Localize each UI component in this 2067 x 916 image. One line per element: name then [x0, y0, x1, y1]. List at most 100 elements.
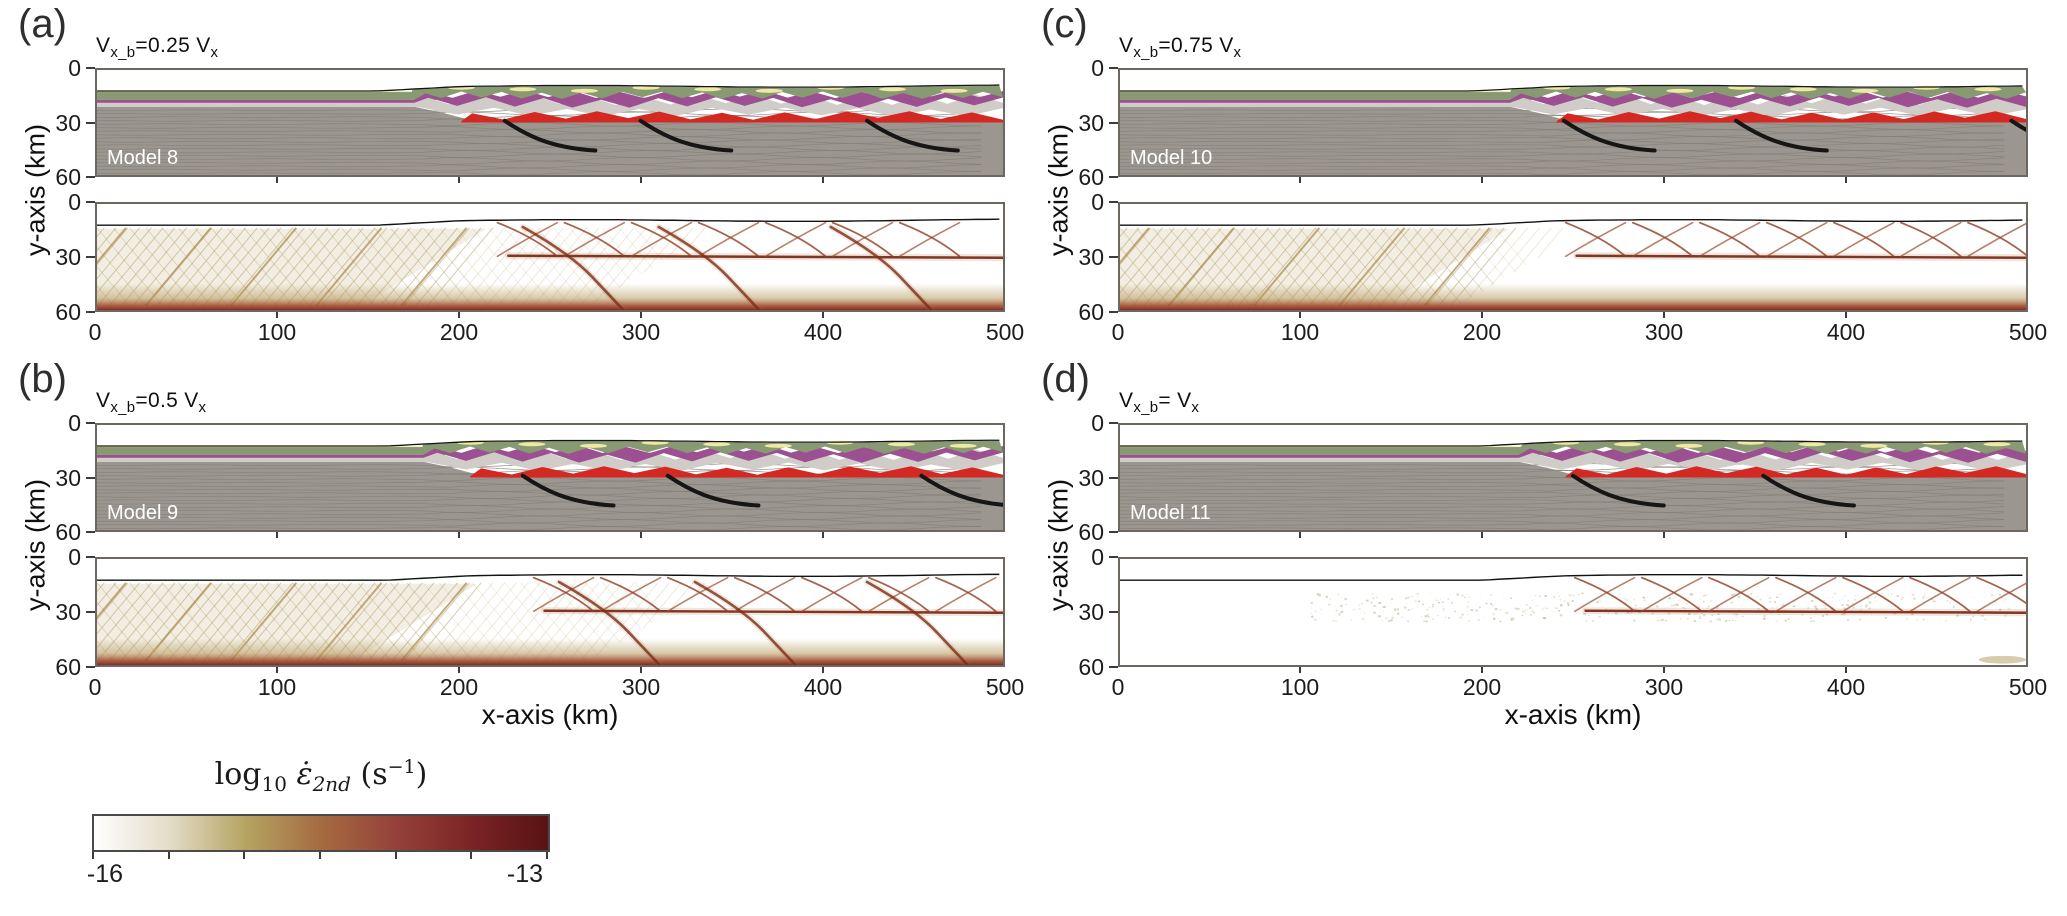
colorbar-max-label: -13 [506, 860, 544, 888]
x-tick-mark [276, 177, 278, 183]
x-tick-mark [640, 532, 642, 538]
composition-plot-d: Model 11 [1118, 423, 2028, 532]
strain-rate-plot-c [1118, 202, 2028, 312]
title-sub: x [1233, 44, 1242, 62]
title-text: V [1119, 389, 1134, 412]
x-tick-label: 100 [257, 319, 297, 345]
panel-title: Vx_b= Vx [1119, 389, 1199, 416]
y-tick-mark [1109, 556, 1118, 558]
y-tick-mark [1109, 422, 1118, 424]
x-tick-label: 0 [1111, 319, 1125, 345]
x-tick-mark [1481, 667, 1483, 673]
y-tick-label: 30 [55, 599, 81, 625]
y-tick-label: 0 [68, 410, 81, 436]
y-tick-label: 30 [55, 109, 81, 136]
y-tick-mark [86, 256, 95, 258]
title-text: =0.25 [135, 34, 197, 57]
y-tick-mark [1109, 256, 1118, 258]
composition-plot-a: Model 8 [95, 68, 1005, 177]
y-tick-label: 30 [55, 244, 81, 270]
colorbar-title-text: log [214, 757, 262, 792]
title-sub: x_b [110, 44, 136, 62]
panel-letter: (d) [1041, 357, 1090, 401]
x-tick-mark [458, 312, 460, 318]
x-tick-mark [1845, 177, 1847, 183]
colorbar-min-label: -16 [86, 860, 124, 888]
x-tick-mark [1299, 312, 1301, 318]
x-tick-label: 300 [1644, 319, 1684, 345]
y-tick-mark [86, 176, 95, 178]
y-tick-mark [1109, 121, 1118, 124]
y-tick-label: 60 [55, 164, 81, 190]
title-sub: x_b [1133, 399, 1159, 417]
x-tick-mark [640, 667, 642, 673]
y-tick-label: 30 [1078, 109, 1104, 136]
x-tick-mark [1299, 667, 1301, 673]
x-tick-mark [1663, 312, 1665, 318]
y-tick-mark [86, 201, 95, 203]
x-tick-mark [1845, 532, 1847, 538]
x-tick-mark [1481, 312, 1483, 318]
x-tick-mark [640, 312, 642, 318]
colorbar-title-sub: 2nd [312, 772, 351, 796]
y-tick-mark [1109, 611, 1118, 613]
x-tick-mark [822, 312, 824, 318]
x-tick-label: 100 [1280, 674, 1320, 700]
y-tick-label: 0 [1091, 544, 1104, 570]
x-tick-mark [458, 177, 460, 183]
title-text: =0.5 [135, 389, 185, 412]
x-tick-label: 500 [2008, 674, 2048, 700]
panel-a: (a) Vx_b=0.25 Vx y-axis (km) Model 8 0 30… [0, 0, 1034, 362]
y-tick-mark [86, 67, 95, 69]
x-tick-label: 200 [439, 674, 479, 700]
colorbar-gradient [92, 814, 550, 852]
y-tick-label: 0 [1091, 410, 1104, 436]
title-sub: x [210, 44, 219, 62]
y-tick-label: 60 [1078, 519, 1104, 545]
title-text: V [96, 389, 111, 412]
title-sub: x [1191, 399, 1200, 417]
title-text: =0.75 [1158, 34, 1220, 57]
colorbar-tick-mark [167, 852, 170, 859]
x-tick-label: 400 [803, 319, 843, 345]
y-tick-mark [86, 476, 95, 479]
panel-letter: (a) [18, 2, 67, 46]
model-label: Model 11 [1130, 502, 1211, 524]
panel-d: (d) Vx_b= Vx y-axis (km) Model 11 x-axis… [1023, 355, 2067, 785]
y-tick-label: 30 [1078, 464, 1104, 491]
colorbar-title: log10 ε̇2nd (s−1) [92, 756, 550, 796]
y-tick-label: 0 [1091, 189, 1104, 215]
x-tick-label: 300 [621, 674, 661, 700]
x-tick-label: 400 [1826, 674, 1866, 700]
title-text: V [196, 34, 211, 57]
x-tick-label: 500 [985, 319, 1025, 345]
composition-plot-b: Model 9 [95, 423, 1005, 532]
colorbar-tick-mark [394, 852, 397, 859]
strain-rate-plot-d [1118, 557, 2028, 667]
colorbar-title-sub: 10 [261, 772, 287, 796]
y-tick-label: 60 [55, 654, 81, 680]
colorbar-tick-mark [470, 852, 473, 859]
y-tick-mark [1109, 531, 1118, 533]
x-tick-mark [1481, 532, 1483, 538]
title-text: V [1219, 34, 1234, 57]
y-tick-label: 0 [1091, 55, 1104, 81]
title-sub: x_b [110, 399, 136, 417]
x-tick-label: 0 [88, 674, 102, 700]
title-text: V [1119, 34, 1134, 57]
title-text: V [96, 34, 111, 57]
y-tick-label: 0 [68, 544, 81, 570]
x-tick-mark [1299, 532, 1301, 538]
x-tick-label: 400 [803, 674, 843, 700]
y-tick-mark [1109, 201, 1118, 203]
colorbar-tick-mark [546, 852, 548, 859]
colorbar-tick-mark [319, 852, 321, 859]
title-text: V [184, 389, 199, 412]
x-tick-mark [1845, 667, 1847, 673]
model-label: Model 10 [1130, 147, 1213, 169]
x-tick-label: 300 [621, 319, 661, 345]
panel-b: (b) Vx_b=0.5 Vx y-axis (km) Model 9 x-ax… [0, 355, 1034, 785]
colorbar-title-text: ) [415, 757, 428, 792]
